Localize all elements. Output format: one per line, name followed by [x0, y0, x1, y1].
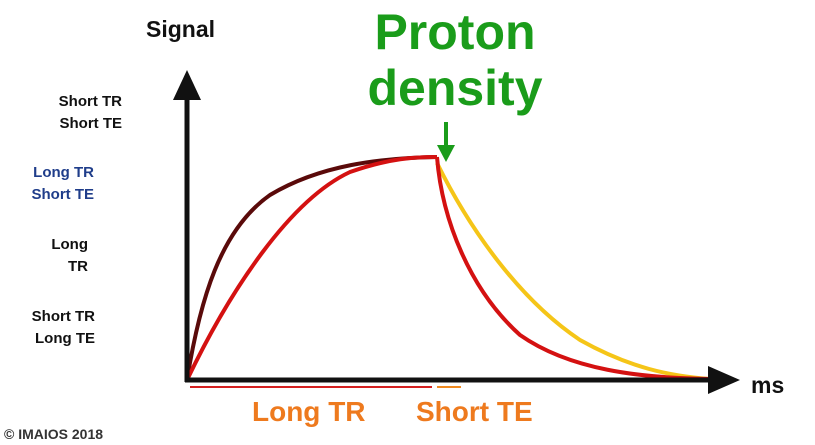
proton-density-arrow-head — [437, 145, 455, 162]
legend-line-2: Long TE — [35, 330, 95, 347]
recovery-curve-dark — [185, 155, 438, 381]
recovery-curve-red — [185, 155, 438, 381]
legend-long-tr: Long TR — [0, 234, 88, 278]
legend-short-tr-short-te: Short TR Short TE — [12, 91, 122, 135]
legend-line-1: Short TR — [58, 93, 122, 110]
title-line-1: Proton — [374, 4, 536, 60]
short-te-label: Short TE — [416, 396, 533, 427]
legend-line-1: Long TR — [33, 164, 94, 181]
legend-line-1: Long — [51, 236, 88, 253]
x-axis-label: ms — [751, 372, 785, 398]
legend-line-1: Short TR — [31, 308, 95, 325]
decay-curve-red — [435, 156, 711, 381]
title-line-2: density — [367, 60, 543, 116]
long-tr-label: Long TR — [252, 396, 366, 427]
legend-line-2: TR — [68, 258, 88, 275]
decay-curve-yellow — [435, 162, 711, 381]
y-axis-arrowhead — [173, 70, 201, 100]
legend-line-2: Short TE — [59, 115, 123, 132]
legend-short-tr-long-te: Short TR Long TE — [0, 306, 95, 350]
title: Proton density — [330, 4, 580, 116]
copyright: © IMAIOS 2018 — [4, 426, 104, 442]
legend-line-2: Short TE — [31, 186, 95, 203]
legend-long-tr-short-te: Long TR Short TE — [0, 162, 95, 206]
y-axis-label: Signal — [146, 16, 216, 42]
x-axis-arrowhead — [708, 366, 740, 394]
